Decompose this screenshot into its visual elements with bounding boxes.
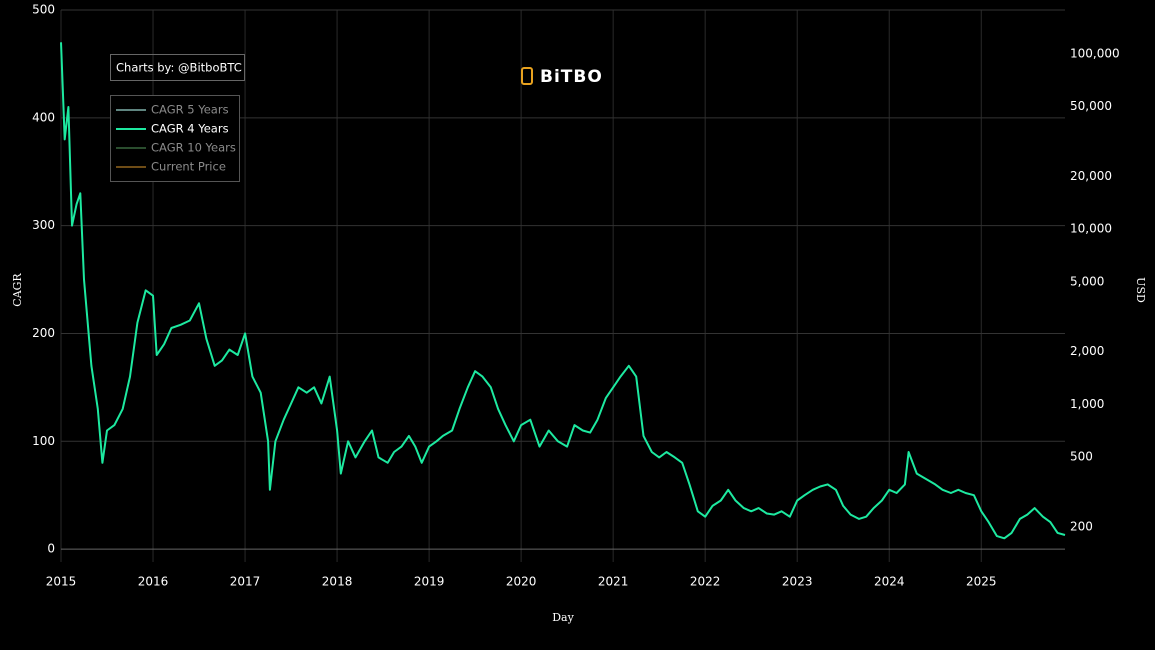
legend-label: CAGR 4 Years [151,122,229,136]
legend-item[interactable]: Current Price [116,160,226,174]
legend-label: Current Price [151,160,226,174]
x-tick-label: 2024 [874,575,905,589]
x-tick-label: 2017 [230,575,261,589]
y-tick-label: 0 [47,542,55,556]
legend-label: CAGR 5 Years [151,103,229,117]
legend-item[interactable]: CAGR 4 Years [116,122,229,136]
y-tick-label: 400 [32,110,55,124]
x-tick-label: 2023 [782,575,813,589]
x-axis-title: Day [552,611,574,624]
legend: CAGR 5 Years CAGR 4 Years CAGR 10 Years Cur… [110,95,240,182]
y2-tick-label: 200 [1070,519,1093,533]
y2-tick-label: 500 [1070,450,1093,464]
y-tick-label: 200 [32,326,55,340]
logo-icon [521,67,533,85]
y2-axis-title: USD [1134,277,1147,303]
x-tick-label: 2018 [322,575,353,589]
x-tick-label: 2022 [690,575,721,589]
x-tick-label: 2021 [598,575,629,589]
series-line [60,42,1066,540]
legend-label: CAGR 10 Years [151,141,236,155]
y-axis-title: CAGR [11,273,24,307]
y-tick-label: 300 [32,218,55,232]
x-tick-label: 2020 [506,575,537,589]
y2-tick-label: 5,000 [1070,274,1104,288]
y2-tick-label: 10,000 [1070,222,1112,236]
y2-tick-label: 2,000 [1070,344,1104,358]
x-tick-label: 2015 [46,575,77,589]
credit-box [110,54,245,81]
x-tick-label: 2019 [414,575,445,589]
y2-tick-label: 1,000 [1070,397,1104,411]
y2-tick-label: 50,000 [1070,99,1112,113]
y2-tick-label: 100,000 [1070,46,1120,60]
x-tick-label: 2016 [138,575,169,589]
logo: BiTBO [521,67,603,87]
y-tick-label: 500 [32,3,55,17]
legend-item[interactable]: CAGR 5 Years [116,103,229,117]
credit: Charts by: @BitboBTC [116,61,242,75]
legend-item[interactable]: CAGR 10 Years [116,141,236,155]
y-tick-label: 100 [32,434,55,448]
x-tick-label: 2025 [966,575,997,589]
logo-text: BiTBO [540,67,603,87]
y2-tick-label: 20,000 [1070,169,1112,183]
